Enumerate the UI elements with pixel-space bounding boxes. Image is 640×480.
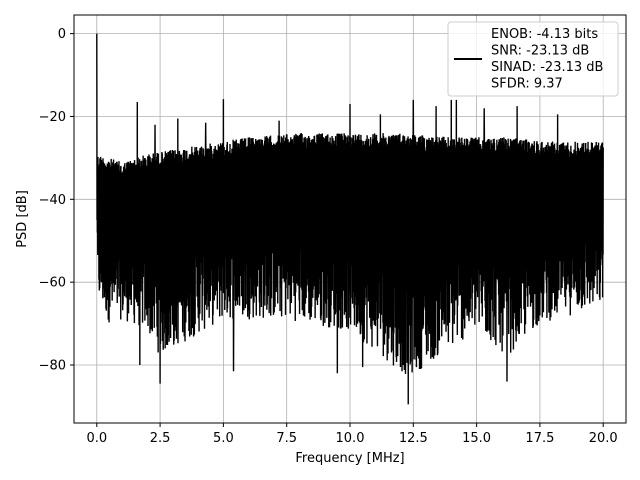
y-tick-label: −40 (39, 193, 66, 208)
x-tick-label: 20.0 (589, 431, 618, 446)
legend-entry-enob: ENOB: -4.13 bits (491, 27, 598, 42)
y-tick-label: −80 (39, 359, 66, 374)
legend: ENOB: -4.13 bits SNR: -23.13 dB SINAD: -… (447, 21, 619, 97)
axis-ticks: 0.0 2.5 5.0 7.5 10.0 12.5 15.0 17.5 20.0 0 −20 −40 −… (39, 27, 618, 446)
legend-entry-sinad: SINAD: -23.13 dB (491, 60, 603, 75)
x-tick-label: 15.0 (462, 431, 491, 446)
x-tick-label: 17.5 (525, 431, 554, 446)
legend-entry-snr: SNR: -23.13 dB (491, 44, 589, 59)
x-tick-label: 0.0 (86, 431, 107, 446)
x-axis-label: Frequency [MHz] (295, 451, 404, 466)
y-tick-label: 0 (58, 27, 66, 42)
y-tick-label: −60 (39, 276, 66, 291)
psd-series-line (96, 33, 604, 405)
psd-line-path (96, 33, 604, 405)
x-tick-label: 5.0 (213, 431, 234, 446)
legend-box (447, 21, 619, 97)
x-tick-label: 2.5 (150, 431, 171, 446)
x-tick-label: 10.0 (336, 431, 365, 446)
x-tick-label: 7.5 (276, 431, 297, 446)
y-axis-label: PSD [dB] (15, 190, 30, 248)
y-tick-label: −20 (39, 110, 66, 125)
x-tick-label: 12.5 (399, 431, 428, 446)
legend-entry-sfdr: SFDR: 9.37 (491, 77, 563, 92)
